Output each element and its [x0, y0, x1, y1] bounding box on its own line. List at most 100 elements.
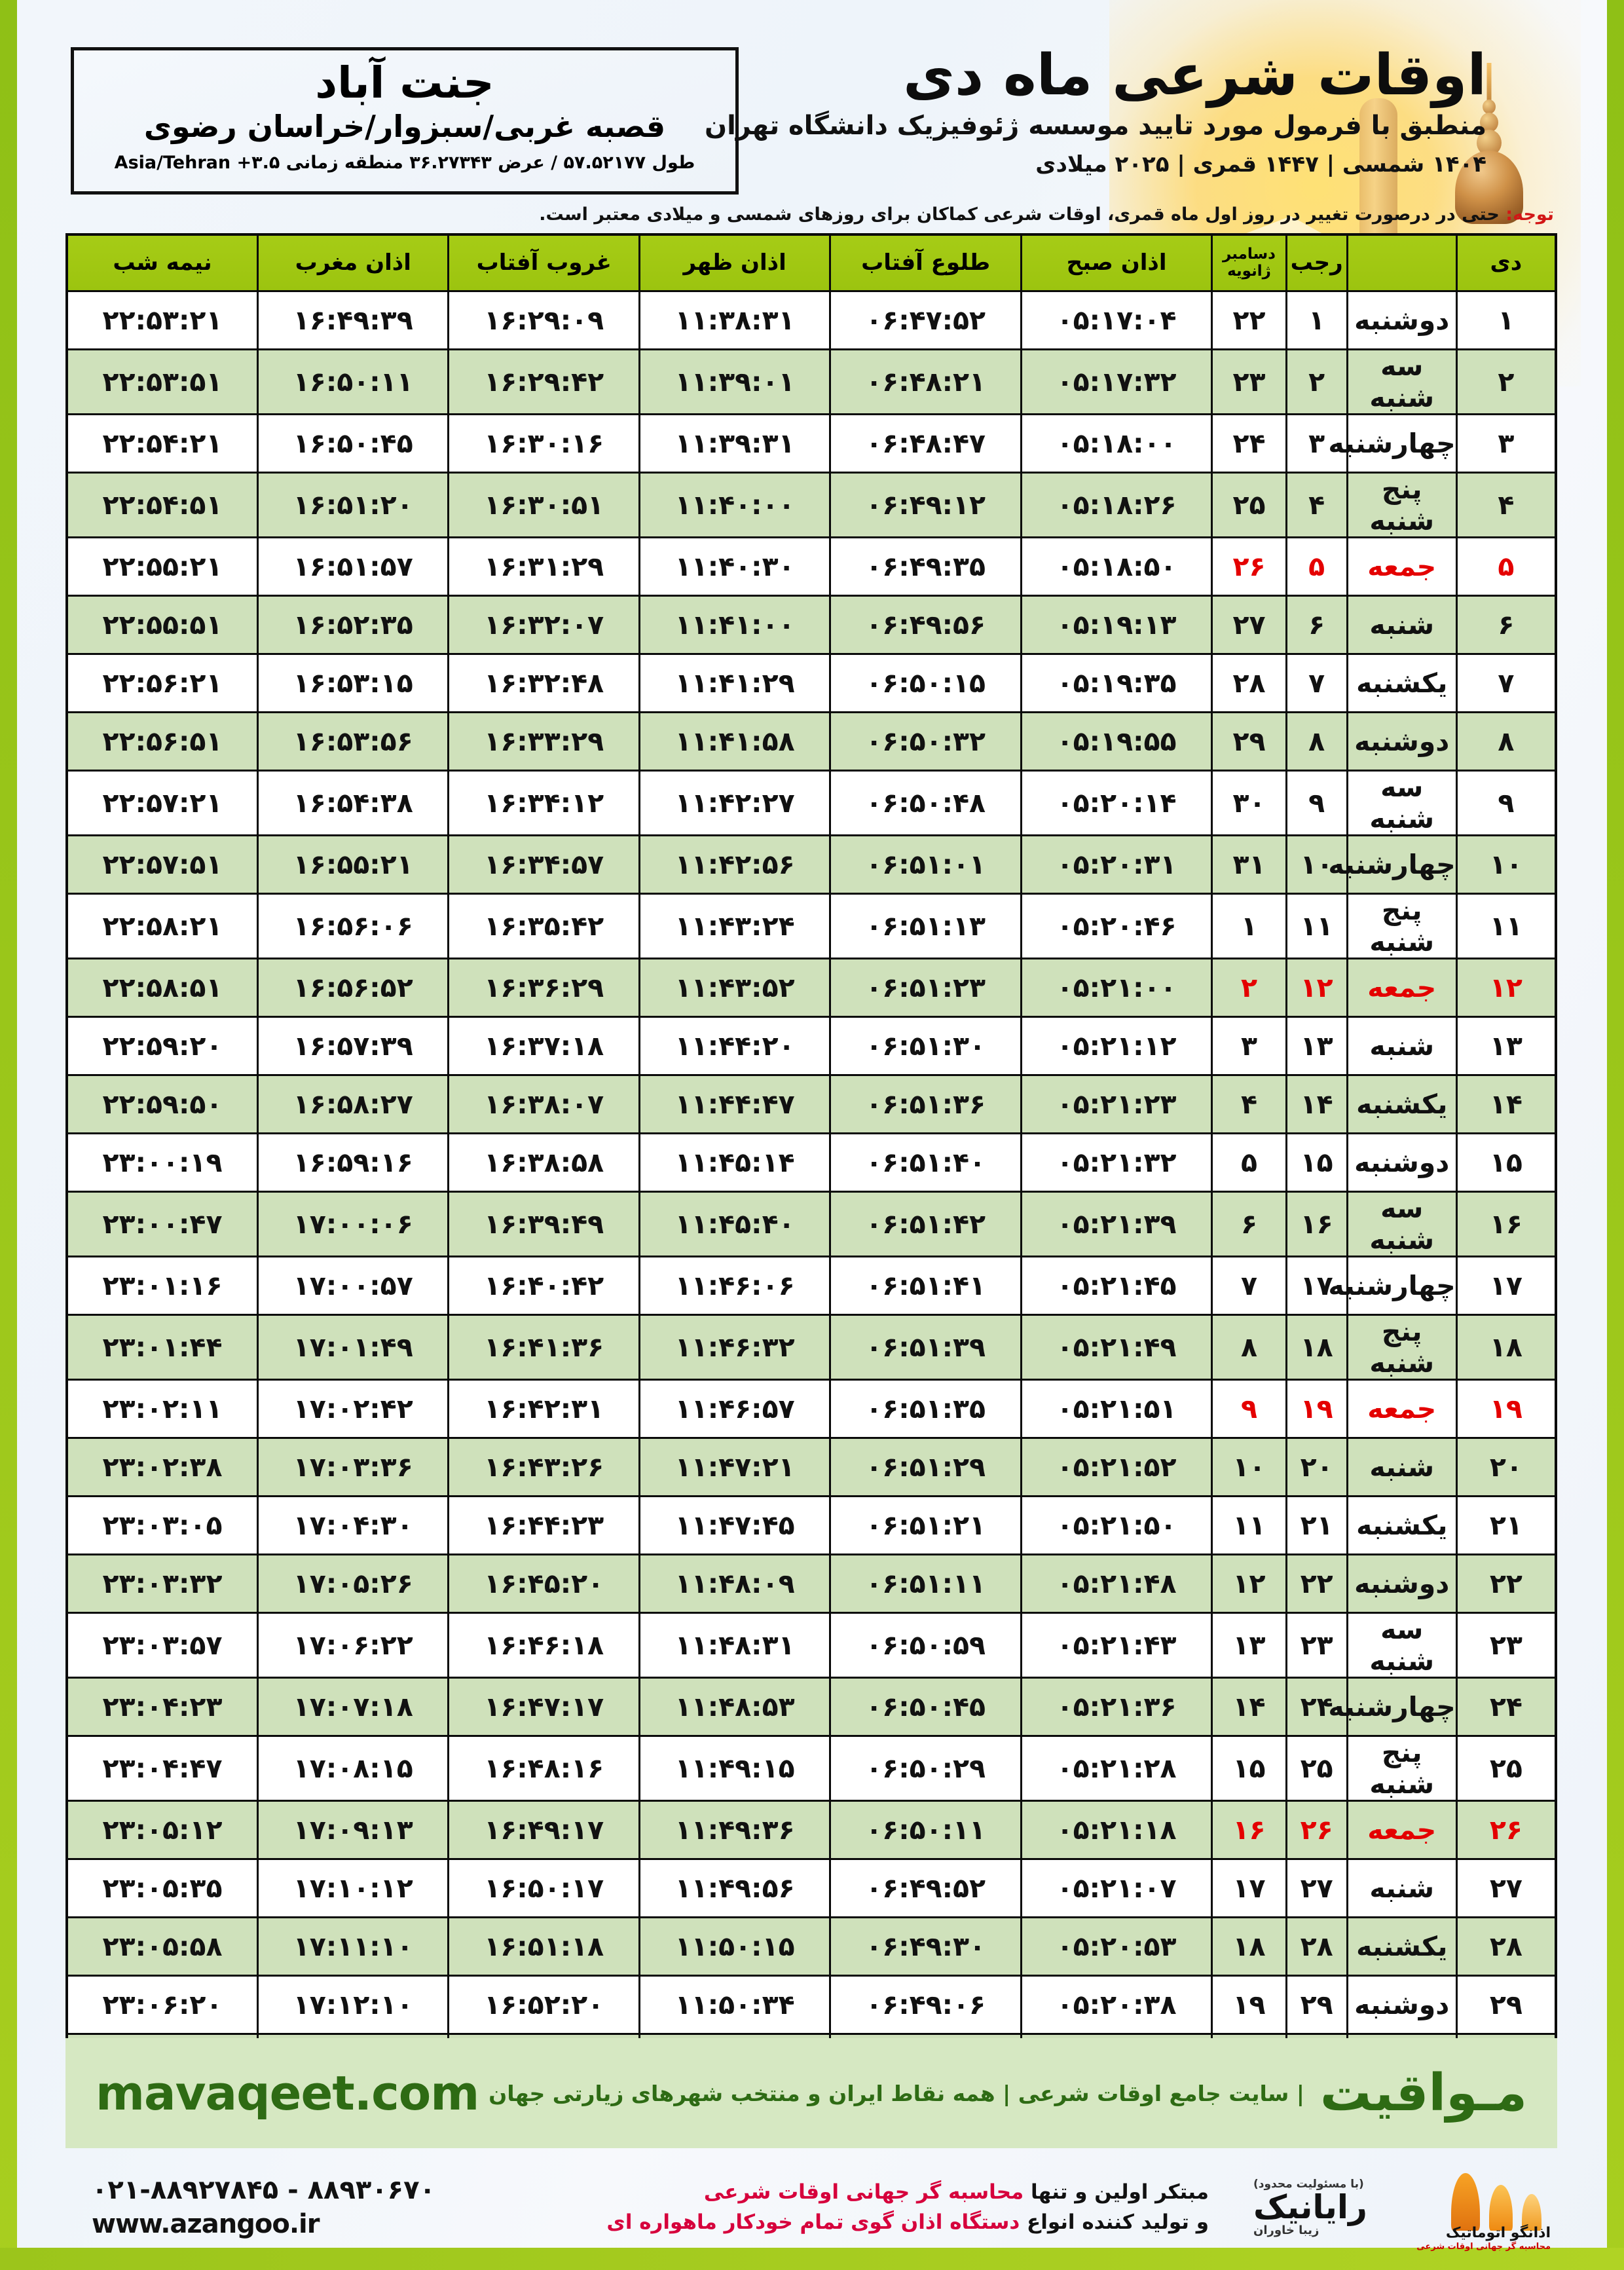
cell-greg: ۲۶ — [1211, 536, 1287, 597]
cell-fajr: ۰۵:۲۱:۳۹ — [1020, 1190, 1213, 1257]
cell-midnight: ۲۲:۵۶:۲۱ — [65, 652, 259, 713]
cell-day: ۴ — [1455, 471, 1557, 538]
cell-greg: ۲۸ — [1211, 652, 1287, 713]
cell-dhuhr: ۱۱:۴۳:۵۲ — [638, 957, 832, 1018]
cell-fajr: ۰۵:۱۷:۳۲ — [1020, 348, 1213, 415]
cell-sunset: ۱۶:۴۸:۱۶ — [447, 1734, 640, 1802]
cell-sunrise: ۰۶:۵۱:۲۹ — [829, 1436, 1022, 1497]
footer-description: مبتکر اولین و تنها محاسبه گر جهانی اوقات… — [585, 2177, 1227, 2238]
cell-sunrise: ۰۶:۴۹:۱۲ — [829, 471, 1022, 538]
cell-midnight: ۲۲:۵۶:۵۱ — [65, 711, 259, 772]
site-banner: مـواقیت | سایت جامع اوقات شرعی | همه نقا… — [65, 2038, 1557, 2148]
table-header-row: دی رجب دسامبر ژانویه اذان صبح طلوع آفتاب… — [65, 233, 1557, 292]
cell-sunset: ۱۶:۳۴:۱۲ — [447, 769, 640, 836]
cell-day: ۵ — [1455, 536, 1557, 597]
location-coords: طول ۵۷.۵۲۱۷۷ / عرض ۳۶.۲۷۳۴۳ منطقه زمانی … — [114, 153, 695, 174]
cell-dhuhr: ۱۱:۴۶:۵۷ — [638, 1378, 832, 1439]
header-gregorian-bottom: ژانویه — [1227, 263, 1271, 280]
cell-rajab: ۱۵ — [1285, 1132, 1348, 1193]
cell-sunset: ۱۶:۳۰:۵۱ — [447, 471, 640, 538]
header-sunset: غروب آفتاب — [447, 233, 640, 292]
cell-midnight: ۲۳:۰۵:۱۲ — [65, 1799, 259, 1860]
cell-day: ۱۳ — [1455, 1015, 1557, 1076]
footer-line-1-plain: مبتکر اولین و تنها — [1024, 2180, 1209, 2204]
cell-fajr: ۰۵:۲۱:۲۳ — [1020, 1073, 1213, 1134]
cell-sunrise: ۰۶:۴۸:۲۱ — [829, 348, 1022, 415]
cell-maghrib: ۱۶:۵۶:۰۶ — [257, 892, 450, 959]
cell-maghrib: ۱۷:۰۰:۰۶ — [257, 1190, 450, 1257]
cell-midnight: ۲۲:۵۹:۵۰ — [65, 1073, 259, 1134]
banner-url[interactable]: mavaqeet.com — [96, 2066, 479, 2121]
cell-fajr: ۰۵:۲۰:۵۳ — [1020, 1916, 1213, 1977]
cell-sunrise: ۰۶:۵۰:۱۵ — [829, 652, 1022, 713]
cell-midnight: ۲۲:۵۵:۲۱ — [65, 536, 259, 597]
cell-sunset: ۱۶:۲۹:۰۹ — [447, 289, 640, 350]
cell-rajab: ۲۹ — [1285, 1974, 1348, 2035]
cell-dow: دوشنبه — [1346, 1132, 1458, 1193]
cell-sunrise: ۰۶:۴۹:۳۵ — [829, 536, 1022, 597]
table-row: ۲۸ یکشنبه ۲۸ ۱۸ ۰۵:۲۰:۵۳ ۰۶:۴۹:۳۰ ۱۱:۵۰:۱۵ ۱۶:۵… — [65, 1916, 1557, 1977]
cell-dow: جمعه — [1346, 1799, 1458, 1860]
table-row: ۶ شنبه ۶ ۲۷ ۰۵:۱۹:۱۳ ۰۶:۴۹:۵۶ ۱۱:۴۱:۰۰ ۱۶:۳۲:۰۷… — [65, 594, 1557, 655]
cell-maghrib: ۱۶:۵۷:۳۹ — [257, 1015, 450, 1076]
cell-sunset: ۱۶:۳۱:۲۹ — [447, 536, 640, 597]
cell-sunrise: ۰۶:۴۸:۴۷ — [829, 413, 1022, 474]
cell-day: ۲۱ — [1455, 1495, 1557, 1555]
location-box: جنت آباد قصبه غربی/سبزوار/خراسان رضوی طو… — [71, 47, 739, 195]
cell-dow: چهارشنبه — [1328, 413, 1458, 474]
cell-maghrib: ۱۶:۵۰:۴۵ — [257, 413, 450, 474]
cell-sunrise: ۰۶:۵۰:۴۵ — [829, 1676, 1022, 1737]
table-row: ۱۶ سه شنبه ۱۶ ۶ ۰۵:۲۱:۳۹ ۰۶:۵۱:۴۲ ۱۱:۴۵:۴۰ ۱۶:۳… — [65, 1190, 1557, 1257]
cell-rajab: ۲۲ — [1285, 1553, 1348, 1614]
cell-rajab: ۱۸ — [1285, 1313, 1348, 1381]
cell-day: ۱۴ — [1455, 1073, 1557, 1134]
cell-sunset: ۱۶:۳۴:۵۷ — [447, 834, 640, 895]
cell-day: ۱۷ — [1455, 1255, 1557, 1316]
cell-fajr: ۰۵:۱۹:۱۳ — [1020, 594, 1213, 655]
cell-midnight: ۲۳:۰۴:۴۷ — [65, 1734, 259, 1802]
cell-dow: شنبه — [1346, 1015, 1458, 1076]
cell-midnight: ۲۲:۵۹:۲۰ — [65, 1015, 259, 1076]
cell-dow: دوشنبه — [1346, 1974, 1458, 2035]
footer-strip: اذانگو اتوماتیک محاسبه گر جهانی اوقات شر… — [65, 2161, 1557, 2253]
table-row: ۲۹ دوشنبه ۲۹ ۱۹ ۰۵:۲۰:۳۸ ۰۶:۴۹:۰۶ ۱۱:۵۰:۳۴ ۱۶:۵… — [65, 1974, 1557, 2035]
cell-sunset: ۱۶:۳۸:۰۷ — [447, 1073, 640, 1134]
table-row: ۱۰ چهارشنبه ۱۰ ۳۱ ۰۵:۲۰:۳۱ ۰۶:۵۱:۰۱ ۱۱:۴۲:۵۶ ۱۶… — [65, 834, 1557, 895]
page-title: اوقات شرعی ماه دی — [903, 43, 1487, 108]
cell-dow: یکشنبه — [1346, 1495, 1458, 1555]
cell-rajab: ۳ — [1285, 413, 1348, 474]
left-green-rail — [0, 0, 17, 2270]
footer-line-1: مبتکر اولین و تنها محاسبه گر جهانی اوقات… — [585, 2177, 1209, 2208]
note-label: توجه: — [1505, 204, 1554, 225]
right-green-rail — [1607, 0, 1624, 2270]
cell-maghrib: ۱۷:۰۹:۱۳ — [257, 1799, 450, 1860]
cell-dhuhr: ۱۱:۴۸:۵۳ — [638, 1676, 832, 1737]
cell-greg: ۱۱ — [1211, 1495, 1287, 1555]
cell-sunrise: ۰۶:۵۰:۴۸ — [829, 769, 1022, 836]
cell-dhuhr: ۱۱:۵۰:۳۴ — [638, 1974, 832, 2035]
cell-sunrise: ۰۶:۵۱:۰۱ — [829, 834, 1022, 895]
cell-sunrise: ۰۶:۵۰:۲۹ — [829, 1734, 1022, 1802]
cell-maghrib: ۱۶:۵۴:۳۸ — [257, 769, 450, 836]
cell-maghrib: ۱۷:۰۰:۵۷ — [257, 1255, 450, 1316]
cell-maghrib: ۱۶:۵۲:۳۵ — [257, 594, 450, 655]
prayer-times-table-wrap: دی رجب دسامبر ژانویه اذان صبح طلوع آفتاب… — [65, 233, 1557, 2100]
footer-phone[interactable]: ۰۲۱-۸۸۹۲۷۸۴۵ - ۸۸۹۳۰۶۷۰ — [92, 2175, 436, 2205]
cell-midnight: ۲۳:۰۲:۳۸ — [65, 1436, 259, 1497]
table-row: ۱۲ جمعه ۱۲ ۲ ۰۵:۲۱:۰۰ ۰۶:۵۱:۲۳ ۱۱:۴۳:۵۲ ۱۶:۳۶:۲… — [65, 957, 1557, 1018]
cell-sunset: ۱۶:۳۲:۴۸ — [447, 652, 640, 713]
cell-sunrise: ۰۶:۵۱:۱۱ — [829, 1553, 1022, 1614]
cell-sunset: ۱۶:۳۲:۰۷ — [447, 594, 640, 655]
footer-website[interactable]: www.azangoo.ir — [92, 2209, 320, 2239]
cell-sunset: ۱۶:۳۵:۴۲ — [447, 892, 640, 959]
cell-dow: سه شنبه — [1346, 769, 1458, 836]
cell-dow: پنج شنبه — [1346, 471, 1458, 538]
rayaneek-sub: زیبا خاوران — [1253, 2223, 1320, 2237]
cell-fajr: ۰۵:۱۸:۵۰ — [1020, 536, 1213, 597]
cell-day: ۲۰ — [1455, 1436, 1557, 1497]
cell-sunrise: ۰۶:۵۱:۳۵ — [829, 1378, 1022, 1439]
cell-maghrib: ۱۷:۱۲:۱۰ — [257, 1974, 450, 2035]
cell-greg: ۲۵ — [1211, 471, 1287, 538]
footer-line-2-plain: و تولید کننده انواع — [1020, 2210, 1209, 2234]
cell-dow: پنج شنبه — [1346, 892, 1458, 959]
